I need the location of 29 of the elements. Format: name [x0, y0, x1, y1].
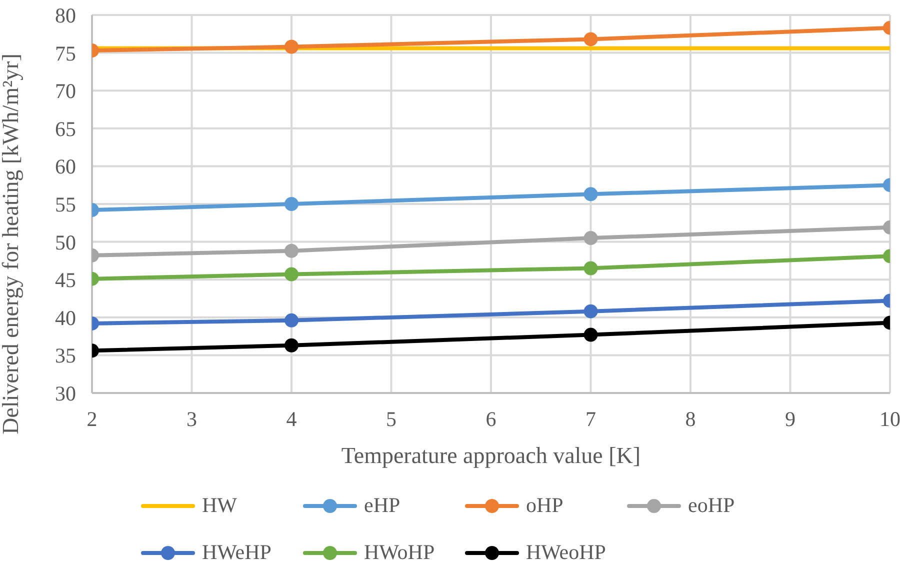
x-tick-label: 9 — [785, 406, 796, 431]
y-tick-label: 35 — [55, 344, 76, 368]
legend-label: HWeoHP — [526, 540, 606, 565]
y-tick-label: 75 — [55, 41, 76, 66]
y-tick-label: 60 — [55, 154, 76, 179]
y-tick-label: 70 — [55, 79, 76, 104]
y-tick-label: 45 — [55, 268, 76, 292]
x-tick-label: 4 — [286, 406, 298, 431]
x-tick-label: 2 — [86, 406, 98, 431]
y-tick-label: 30 — [55, 381, 76, 406]
legend-label: eoHP — [688, 493, 735, 518]
y-tick-label: 65 — [55, 116, 76, 141]
x-tick-label: 3 — [186, 406, 197, 431]
x-tick-label: 6 — [486, 406, 496, 431]
y-tick-label: 80 — [55, 3, 76, 28]
x-tick-label: 10 — [880, 406, 900, 431]
legend-label: oHP — [526, 493, 564, 518]
x-axis-title: Temperature approach value [K] — [341, 443, 641, 468]
y-tick-label: 50 — [55, 230, 76, 254]
x-tick-label: 8 — [685, 406, 696, 431]
x-tick-label: 5 — [386, 406, 396, 431]
x-tick-label: 7 — [586, 406, 596, 431]
legend-label: HWeHP — [202, 540, 272, 565]
y-axis-title: Delivered energy for heating [kWh/m²yr] — [0, 54, 24, 434]
legend-label: HWoHP — [364, 540, 435, 565]
y-tick-label: 55 — [55, 192, 76, 216]
legend-label: eHP — [364, 493, 400, 518]
legend-label: HW — [202, 493, 237, 518]
y-tick-label: 40 — [55, 306, 76, 330]
